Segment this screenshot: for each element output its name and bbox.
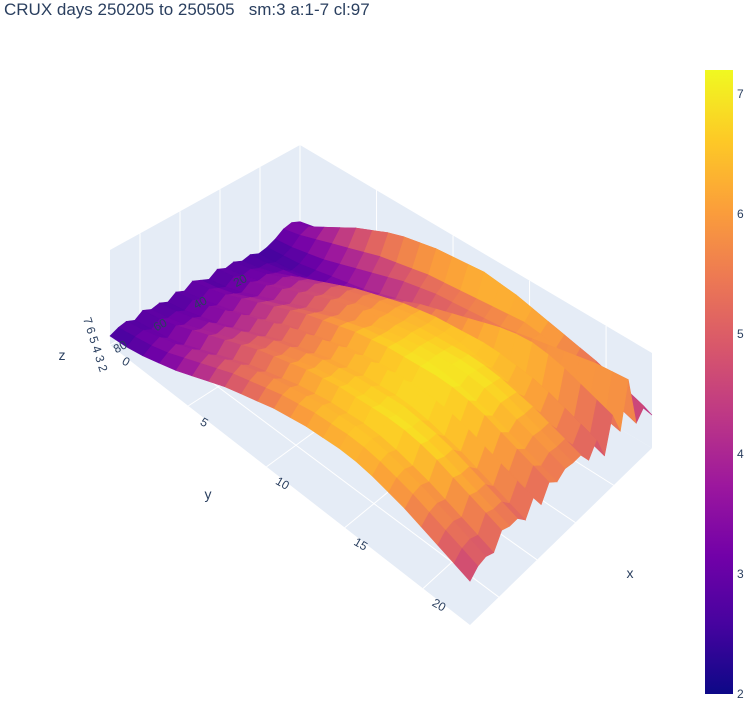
surface-mesh: [109, 221, 653, 582]
z-tick-label: 2: [95, 363, 110, 374]
colorbar-tick-label: 2: [737, 687, 744, 701]
colorbar-tick-label: 6: [737, 207, 744, 221]
x-tick-label: 10: [273, 474, 292, 493]
colorbar-tick-label: 3: [737, 567, 744, 581]
z-tick-label: 4: [89, 344, 104, 355]
colorbar-tick-label: 5: [737, 327, 744, 341]
x-tick-label: 20: [430, 596, 449, 615]
y-tick-label: 20: [231, 271, 250, 290]
z-tick-label: 3: [92, 353, 107, 364]
back-wall-y: [110, 145, 300, 345]
y-tick-label: 60: [151, 315, 170, 334]
x-axis-title: x: [627, 565, 634, 581]
y-tick-label: 40: [191, 293, 210, 312]
x-tick-label: 0: [120, 354, 133, 370]
z-tick-label: 7: [80, 315, 95, 326]
x-tick-label: 5: [198, 415, 211, 431]
z-tick-label: 6: [83, 325, 98, 336]
z-axis-title: z: [59, 347, 66, 363]
chart-title: CRUX days 250205 to 250505 sm:3 a:1-7 cl…: [4, 0, 370, 19]
colorbar: 7 6 5 4 3 2: [705, 70, 744, 701]
y-axis-title: y: [205, 486, 212, 502]
z-tick-label: 5: [86, 334, 101, 345]
surface-cell: [109, 327, 136, 348]
y-tick-label: 80: [111, 337, 130, 356]
colorbar-gradient: [705, 70, 733, 694]
colorbar-tick-label: 7: [737, 87, 744, 101]
x-tick-label: 15: [351, 535, 370, 554]
colorbar-tick-label: 4: [737, 447, 744, 461]
